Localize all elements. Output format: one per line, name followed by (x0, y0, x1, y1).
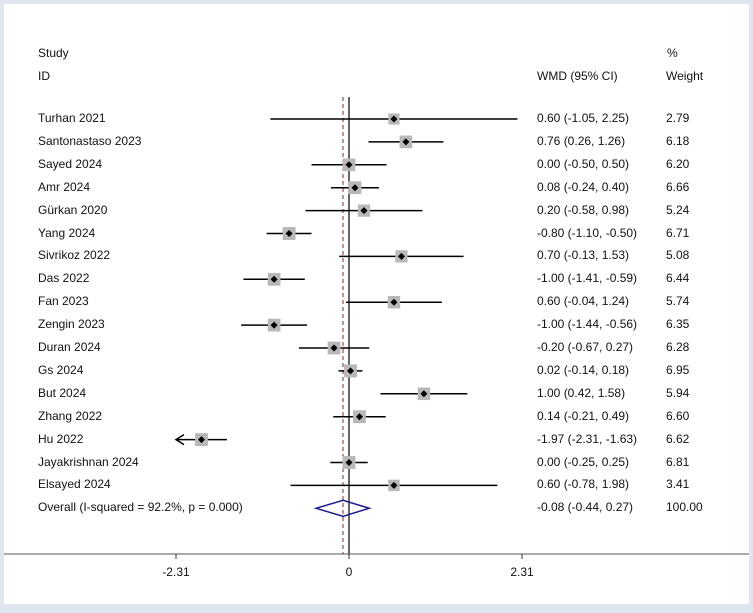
overall-diamond (313, 499, 372, 518)
effect-ci-value: 0.60 (-0.78, 1.98) (537, 477, 630, 492)
effect-header: WMD (95% CI) (537, 69, 618, 83)
point-estimate (397, 252, 405, 260)
effect-ci-value: 0.14 (-0.21, 0.49) (537, 408, 630, 423)
id-header: ID (38, 69, 50, 83)
effect-ci-value: -0.20 (-0.67, 0.27) (537, 340, 634, 354)
effect-ci-value: 1.00 (0.42, 1.58) (537, 385, 626, 400)
point-estimate (390, 298, 398, 306)
weight-value: 6.71 (666, 225, 690, 240)
effect-ci-value: 0.76 (0.26, 1.26) (537, 133, 626, 148)
study-label: Turhan 2021 (38, 111, 106, 125)
effect-ci-value: 0.08 (-0.24, 0.40) (537, 179, 630, 194)
study-label: Zhang 2022 (38, 408, 103, 423)
weight-value: 2.79 (666, 111, 690, 125)
effect-ci-value: -0.80 (-1.10, -0.50) (537, 225, 638, 240)
study-label: Santonastaso 2023 (38, 133, 142, 148)
effect-ci-value: 0.02 (-0.14, 0.18) (537, 362, 630, 377)
study-label: Hu 2022 (38, 431, 84, 446)
weight-value: 6.81 (666, 454, 690, 469)
overall-label: Overall (I-squared = 92.2%, p = 0.000) (38, 500, 243, 515)
weight-value: 6.62 (666, 431, 690, 446)
forest-plot: -2.31 0 2.31 (4, 97, 749, 579)
weight-value: 5.94 (666, 385, 690, 400)
effect-ci-value: 0.60 (-1.05, 2.25) (537, 111, 630, 125)
effect-ci-value: 0.20 (-0.58, 0.98) (537, 202, 630, 217)
point-estimate (270, 275, 278, 283)
weight-value: 6.66 (666, 179, 690, 194)
weight-value: 6.28 (666, 340, 690, 354)
point-estimate (346, 367, 354, 375)
overall-ci-value: -0.08 (-0.44, 0.27) (537, 500, 634, 515)
forest-plot-panel: Study ID WMD (95% CI) % Weight Turhan 20… (4, 4, 749, 604)
point-estimate (330, 344, 338, 352)
study-label: Gs 2024 (38, 362, 84, 377)
weight-value: 5.08 (666, 248, 690, 263)
point-estimate (390, 115, 398, 123)
effect-ci-value: 0.00 (-0.50, 0.50) (537, 156, 630, 171)
point-estimate (402, 138, 410, 146)
study-label: Yang 2024 (38, 225, 96, 240)
effect-ci-value: 0.00 (-0.25, 0.25) (537, 454, 630, 469)
point-estimate (270, 321, 278, 329)
weight-value: 6.44 (666, 271, 690, 286)
weight-header: Weight (666, 69, 704, 83)
study-header: Study (38, 46, 69, 60)
weight-value: 3.41 (666, 477, 690, 492)
point-estimate (351, 184, 359, 192)
point-estimate (360, 207, 368, 215)
effect-ci-value: -1.00 (-1.44, -0.56) (537, 317, 638, 332)
weight-percent-header: % (667, 46, 678, 60)
effect-ci-value: 0.60 (-0.04, 1.24) (537, 294, 630, 309)
point-estimate (420, 390, 428, 398)
effect-ci-value: -1.00 (-1.41, -0.59) (537, 271, 638, 286)
weight-value: 6.95 (666, 362, 690, 377)
point-estimate (285, 230, 293, 237)
overall-weight-value: 100.00 (666, 500, 703, 515)
point-estimate (390, 481, 398, 489)
ci-arrow-left (174, 433, 185, 446)
weight-value: 5.74 (666, 294, 690, 309)
weight-value: 6.18 (666, 133, 690, 148)
weight-value: 6.60 (666, 408, 690, 423)
x-tick-label: -2.31 (162, 565, 190, 579)
effect-ci-value: -1.97 (-2.31, -1.63) (537, 431, 638, 446)
study-label: Sayed 2024 (38, 156, 103, 171)
study-label: Das 2022 (38, 271, 90, 286)
study-label: Duran 2024 (38, 340, 101, 354)
study-label: Elsayed 2024 (38, 477, 111, 492)
study-label: Jayakrishnan 2024 (38, 454, 139, 469)
study-label: Fan 2023 (38, 294, 89, 309)
weight-value: 6.35 (666, 317, 690, 332)
study-label: Gürkan 2020 (38, 202, 108, 217)
study-label: But 2024 (38, 385, 87, 400)
point-estimate (197, 436, 205, 444)
effect-ci-value: 0.70 (-0.13, 1.53) (537, 248, 630, 263)
x-tick-label: 2.31 (510, 565, 534, 579)
weight-value: 6.20 (666, 156, 690, 171)
x-tick-label: 0 (346, 565, 353, 579)
point-estimate (345, 161, 353, 169)
point-estimate (355, 413, 363, 421)
weight-value: 5.24 (666, 202, 690, 217)
study-label: Sivrikoz 2022 (38, 248, 111, 263)
point-estimate (345, 459, 353, 466)
study-label: Amr 2024 (38, 179, 91, 194)
study-label: Zengin 2023 (38, 317, 105, 332)
